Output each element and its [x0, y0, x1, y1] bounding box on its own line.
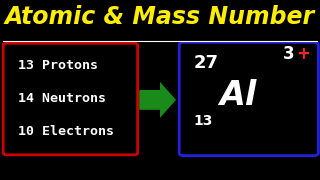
Text: 3: 3 [283, 45, 295, 63]
Text: 14 Neutrons: 14 Neutrons [18, 92, 106, 105]
Polygon shape [139, 82, 176, 118]
Text: 10 Electrons: 10 Electrons [18, 125, 114, 138]
Text: Al: Al [219, 79, 257, 112]
Text: 27: 27 [194, 54, 219, 72]
Text: 13: 13 [194, 114, 213, 128]
Text: Atomic & Mass Number: Atomic & Mass Number [5, 5, 315, 29]
Text: 13 Protons: 13 Protons [18, 59, 98, 72]
Text: +: + [296, 45, 310, 63]
